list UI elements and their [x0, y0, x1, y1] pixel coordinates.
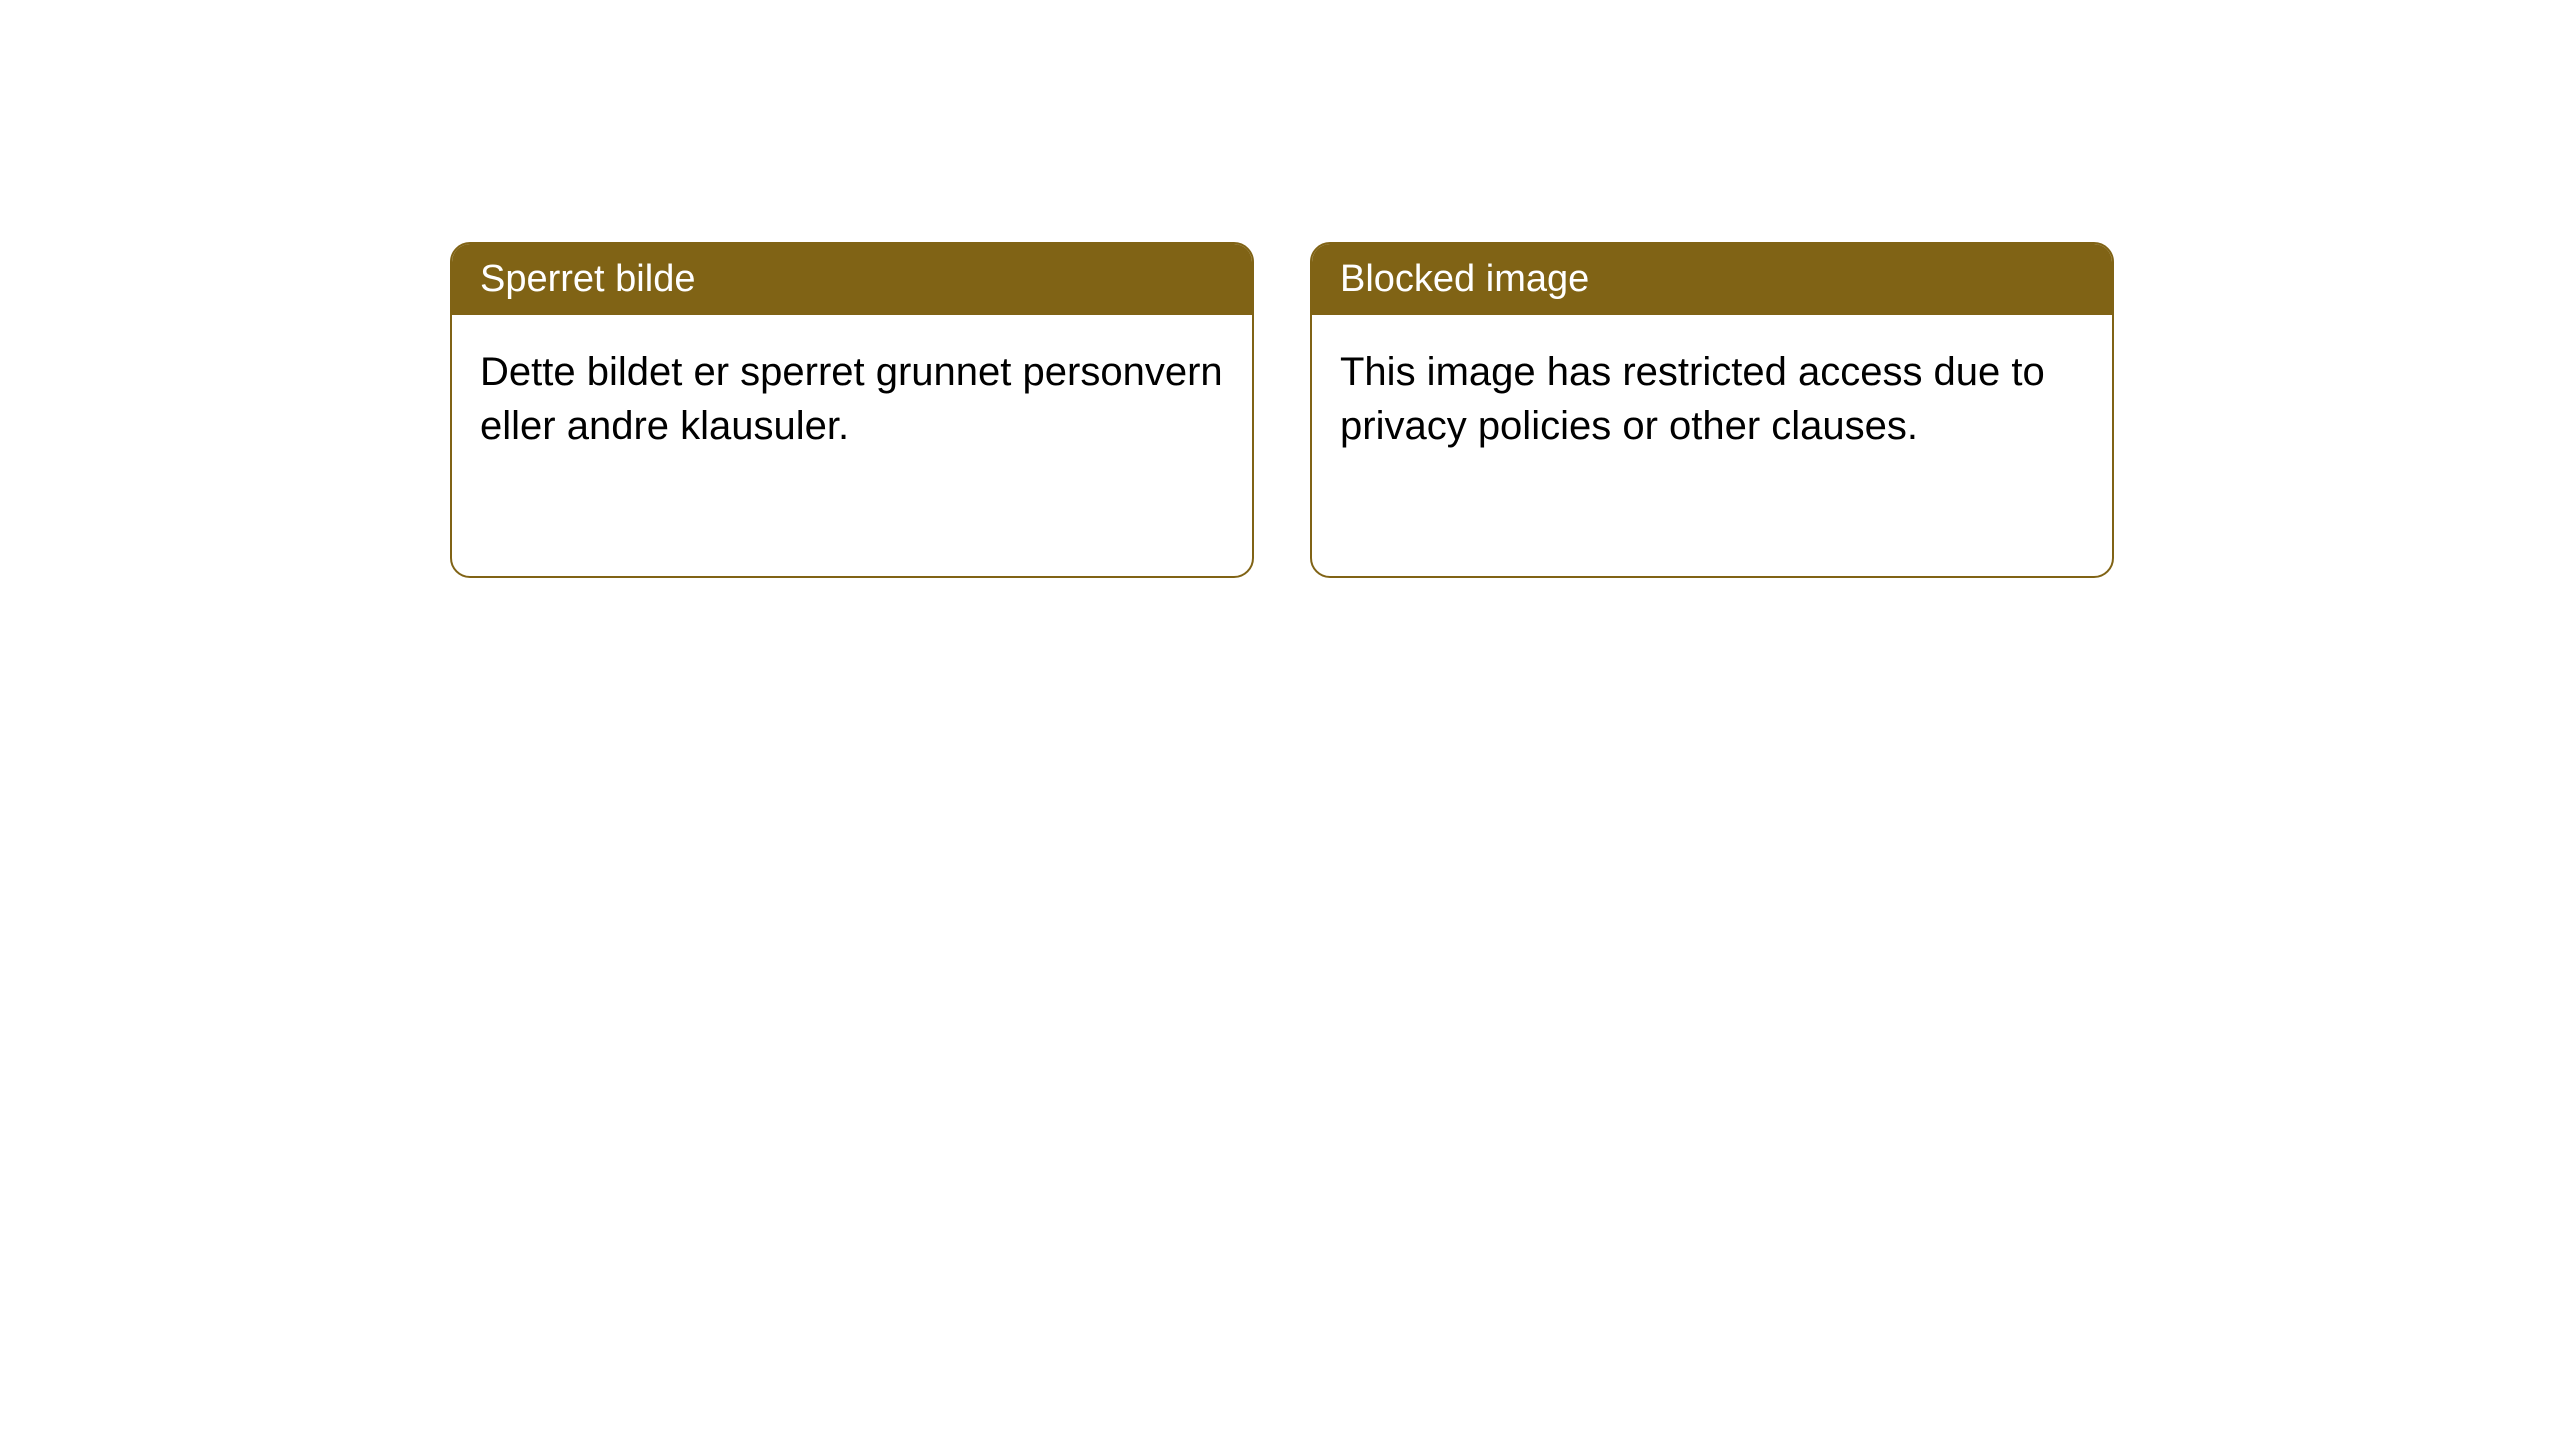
card-body-text: This image has restricted access due to … — [1340, 350, 2045, 448]
card-header: Sperret bilde — [452, 244, 1252, 315]
card-body: This image has restricted access due to … — [1312, 315, 2112, 483]
card-title: Sperret bilde — [480, 258, 695, 300]
notice-card-english: Blocked image This image has restricted … — [1310, 242, 2114, 578]
notice-card-norwegian: Sperret bilde Dette bildet er sperret gr… — [450, 242, 1254, 578]
card-header: Blocked image — [1312, 244, 2112, 315]
card-body: Dette bildet er sperret grunnet personve… — [452, 315, 1252, 483]
notice-cards-container: Sperret bilde Dette bildet er sperret gr… — [450, 242, 2114, 578]
card-title: Blocked image — [1340, 258, 1589, 300]
card-body-text: Dette bildet er sperret grunnet personve… — [480, 350, 1223, 448]
